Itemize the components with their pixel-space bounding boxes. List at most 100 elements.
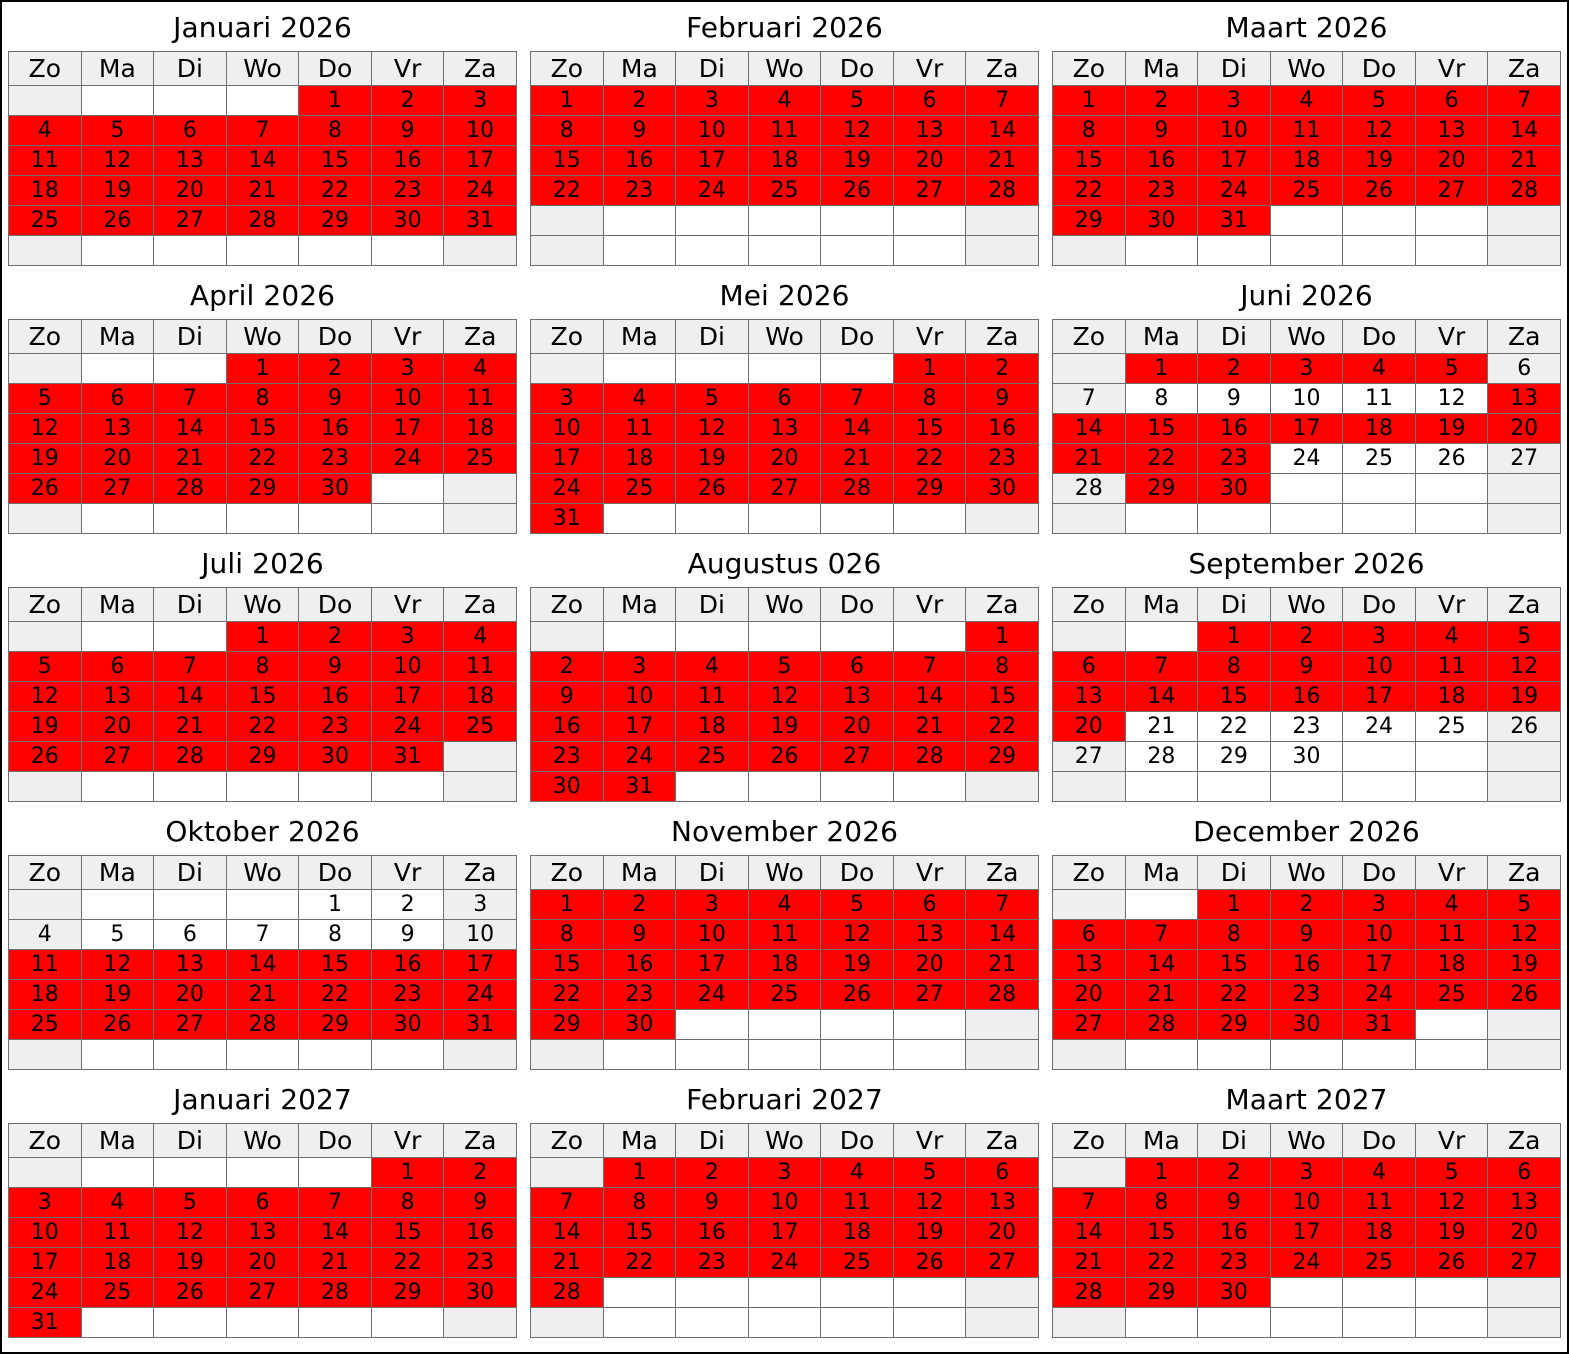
day-cell[interactable]: 21 (965, 145, 1039, 176)
day-cell[interactable]: 6 (80, 651, 155, 682)
day-cell[interactable]: 31 (443, 205, 517, 236)
day-cell[interactable]: 29 (225, 473, 300, 504)
day-cell[interactable]: 2 (443, 1157, 517, 1188)
day-cell[interactable]: 16 (602, 145, 677, 176)
day-cell[interactable]: 20 (820, 711, 894, 742)
day-cell[interactable]: 5 (1342, 85, 1416, 116)
day-cell[interactable]: 19 (80, 175, 155, 206)
day-cell[interactable]: 26 (1414, 1247, 1489, 1278)
day-cell[interactable]: 7 (225, 919, 300, 950)
day-cell[interactable]: 15 (298, 145, 372, 176)
day-cell[interactable]: 8 (965, 651, 1039, 682)
day-cell[interactable]: 27 (80, 741, 155, 772)
day-cell[interactable]: 9 (370, 115, 445, 146)
day-cell[interactable]: 29 (298, 205, 372, 236)
day-cell[interactable]: 13 (153, 145, 227, 176)
day-cell[interactable]: 30 (298, 473, 372, 504)
day-cell[interactable]: 24 (1342, 711, 1416, 742)
day-cell[interactable]: 3 (530, 383, 604, 414)
day-cell[interactable]: 13 (1487, 1187, 1561, 1218)
day-cell[interactable]: 20 (892, 949, 967, 980)
day-cell[interactable]: 1 (530, 85, 604, 116)
day-cell[interactable]: 16 (298, 681, 372, 712)
day-cell[interactable]: 7 (530, 1187, 604, 1218)
day-cell[interactable]: 20 (225, 1247, 300, 1278)
day-cell[interactable]: 8 (298, 115, 372, 146)
day-cell[interactable]: 23 (965, 443, 1039, 474)
day-cell[interactable]: 15 (892, 413, 967, 444)
day-cell[interactable]: 3 (1269, 353, 1344, 384)
day-cell[interactable]: 3 (1342, 889, 1416, 920)
day-cell[interactable]: 8 (1052, 115, 1126, 146)
day-cell[interactable]: 12 (1342, 115, 1416, 146)
day-cell[interactable]: 1 (225, 353, 300, 384)
day-cell[interactable]: 10 (675, 919, 749, 950)
day-cell[interactable]: 27 (965, 1247, 1039, 1278)
day-cell[interactable]: 4 (1269, 85, 1344, 116)
day-cell[interactable]: 3 (675, 889, 749, 920)
day-cell[interactable]: 2 (1197, 353, 1271, 384)
day-cell[interactable]: 29 (1197, 741, 1271, 772)
day-cell[interactable]: 24 (370, 443, 445, 474)
day-cell[interactable]: 25 (443, 443, 517, 474)
day-cell[interactable]: 9 (602, 919, 677, 950)
day-cell[interactable]: 19 (8, 443, 82, 474)
day-cell[interactable]: 25 (8, 1009, 82, 1040)
day-cell[interactable]: 10 (1342, 919, 1416, 950)
day-cell[interactable]: 8 (1197, 651, 1271, 682)
day-cell[interactable]: 25 (602, 473, 677, 504)
day-cell[interactable]: 11 (820, 1187, 894, 1218)
day-cell[interactable]: 26 (8, 741, 82, 772)
day-cell[interactable]: 3 (8, 1187, 82, 1218)
day-cell[interactable]: 18 (1342, 1217, 1416, 1248)
day-cell[interactable]: 12 (8, 681, 82, 712)
day-cell[interactable]: 15 (1052, 145, 1126, 176)
day-cell[interactable]: 22 (1124, 443, 1199, 474)
day-cell[interactable]: 2 (298, 621, 372, 652)
day-cell[interactable]: 20 (1052, 711, 1126, 742)
day-cell[interactable]: 24 (530, 473, 604, 504)
day-cell[interactable]: 13 (892, 919, 967, 950)
day-cell[interactable]: 10 (370, 651, 445, 682)
day-cell[interactable]: 8 (892, 383, 967, 414)
day-cell[interactable]: 4 (8, 115, 82, 146)
day-cell[interactable]: 17 (602, 711, 677, 742)
day-cell[interactable]: 8 (1124, 383, 1199, 414)
day-cell[interactable]: 4 (443, 621, 517, 652)
day-cell[interactable]: 4 (1342, 353, 1416, 384)
day-cell[interactable]: 15 (530, 145, 604, 176)
day-cell[interactable]: 8 (1124, 1187, 1199, 1218)
day-cell[interactable]: 10 (747, 1187, 822, 1218)
day-cell[interactable]: 4 (747, 889, 822, 920)
day-cell[interactable]: 13 (1414, 115, 1489, 146)
day-cell[interactable]: 15 (965, 681, 1039, 712)
day-cell[interactable]: 7 (965, 85, 1039, 116)
day-cell[interactable]: 6 (1487, 1157, 1561, 1188)
day-cell[interactable]: 1 (298, 889, 372, 920)
day-cell[interactable]: 2 (530, 651, 604, 682)
day-cell[interactable]: 10 (1269, 1187, 1344, 1218)
day-cell[interactable]: 24 (370, 711, 445, 742)
day-cell[interactable]: 27 (1487, 1247, 1561, 1278)
day-cell[interactable]: 9 (1197, 1187, 1271, 1218)
day-cell[interactable]: 17 (530, 443, 604, 474)
day-cell[interactable]: 22 (602, 1247, 677, 1278)
day-cell[interactable]: 19 (820, 145, 894, 176)
day-cell[interactable]: 4 (8, 919, 82, 950)
day-cell[interactable]: 18 (443, 681, 517, 712)
day-cell[interactable]: 26 (80, 1009, 155, 1040)
day-cell[interactable]: 1 (530, 889, 604, 920)
day-cell[interactable]: 10 (8, 1217, 82, 1248)
day-cell[interactable]: 22 (1197, 979, 1271, 1010)
day-cell[interactable]: 19 (80, 979, 155, 1010)
day-cell[interactable]: 15 (530, 949, 604, 980)
day-cell[interactable]: 29 (225, 741, 300, 772)
day-cell[interactable]: 27 (892, 979, 967, 1010)
day-cell[interactable]: 15 (225, 681, 300, 712)
day-cell[interactable]: 24 (675, 175, 749, 206)
day-cell[interactable]: 9 (530, 681, 604, 712)
day-cell[interactable]: 7 (965, 889, 1039, 920)
day-cell[interactable]: 8 (530, 919, 604, 950)
day-cell[interactable]: 14 (530, 1217, 604, 1248)
day-cell[interactable]: 17 (370, 681, 445, 712)
